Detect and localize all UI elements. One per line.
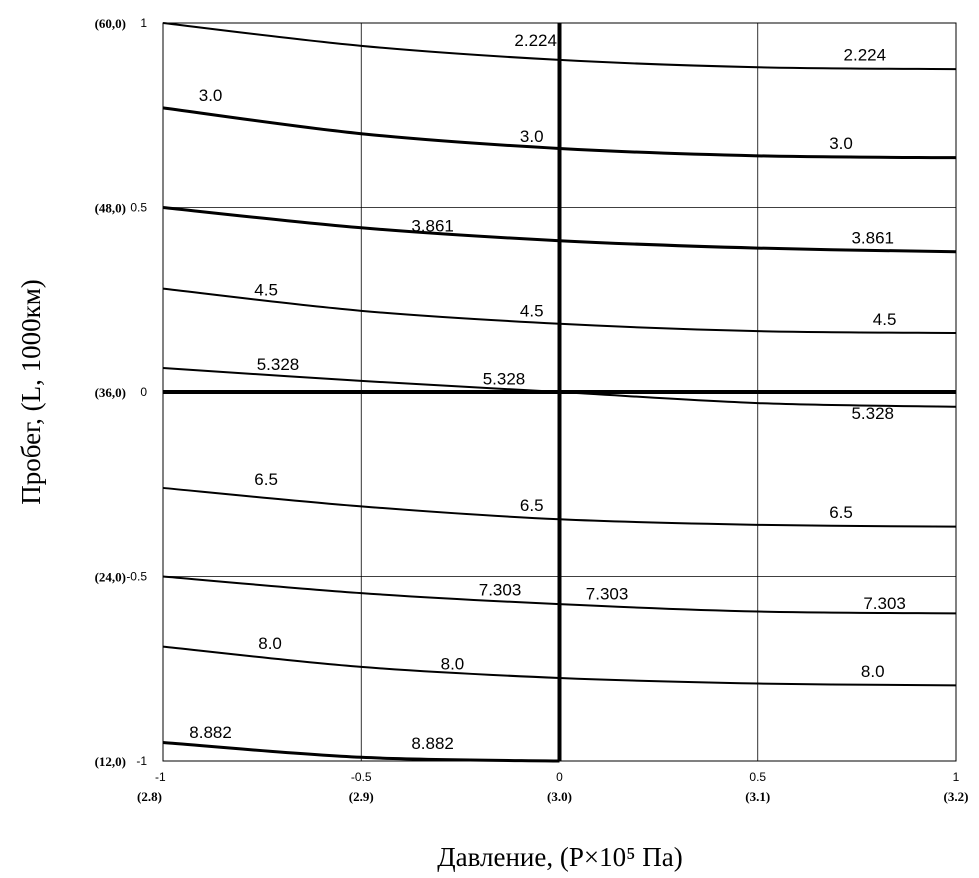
- y-tick-value-label: (48,0): [95, 201, 126, 216]
- x-axis-ticks: -1 (2.8) -0.5 (2.9) 0 (3.0) 0.5 (3.1) 1 (3.2): [137, 770, 968, 804]
- x-tick-label: 0: [556, 770, 563, 784]
- contour-label: 4.5: [520, 301, 544, 320]
- contour-line: [162, 206, 957, 254]
- contour-label: 3.0: [199, 86, 223, 105]
- contour-label: 7.303: [586, 584, 629, 603]
- contour-label: 8.882: [189, 723, 232, 742]
- x-tick-label: 0.5: [749, 770, 766, 784]
- y-axis-title: Пробег, (L, 1000км): [16, 279, 46, 505]
- y-tick-value-label: (60,0): [95, 16, 126, 31]
- contour-labels: 2.224 2.224 3.0 3.0 3.0 3.861 3.861 4.5 4.5 4.5 5.…: [189, 31, 906, 753]
- contour-label: 7.303: [863, 594, 906, 613]
- y-tick-label: 0.5: [130, 201, 147, 215]
- contour-label: 8.882: [411, 734, 454, 753]
- contour-label: 5.328: [851, 404, 894, 423]
- contour-label: 2.224: [514, 31, 557, 50]
- x-tick-value-label: (3.0): [547, 789, 572, 804]
- contour-label: 4.5: [254, 280, 278, 299]
- x-tick-label: -1: [155, 770, 166, 784]
- y-tick-label: -0.5: [126, 570, 147, 584]
- contour-lines: [162, 22, 957, 763]
- contour-label: 3.0: [829, 134, 853, 153]
- x-tick-value-label: (2.8): [137, 789, 162, 804]
- x-tick-value-label: (3.1): [745, 789, 770, 804]
- y-tick-label: 0: [140, 385, 147, 399]
- contour-line: [162, 486, 957, 528]
- contour-line: [162, 741, 560, 763]
- contour-label: 8.0: [441, 654, 465, 673]
- y-axis-ticks: 1 (60,0) 0.5 (48,0) 0 (36,0) -0.5(24,0) -1 (12,0…: [95, 16, 148, 769]
- y-tick-value-label: (12,0): [95, 754, 126, 769]
- contour-label: 6.5: [254, 470, 278, 489]
- contour-line: [162, 287, 957, 334]
- contour-label: 6.5: [829, 503, 853, 522]
- contour-line: [162, 645, 957, 687]
- x-tick-label: 1: [953, 770, 960, 784]
- contour-label: 3.861: [411, 216, 454, 235]
- contour-line: [162, 367, 957, 408]
- y-tick-value-label: (24,0): [95, 570, 126, 585]
- contour-label: 7.303: [479, 581, 522, 600]
- contour-label: 3.0: [520, 127, 544, 146]
- contour-label: 5.328: [257, 355, 300, 374]
- contour-line: [162, 22, 957, 71]
- y-tick-label: -1: [136, 754, 147, 768]
- x-tick-value-label: (3.2): [944, 789, 969, 804]
- y-tick-value-label: (36,0): [95, 385, 126, 400]
- contour-label: 2.224: [844, 46, 887, 65]
- contour-label: 6.5: [520, 496, 544, 515]
- x-tick-value-label: (2.9): [349, 789, 374, 804]
- contour-label: 8.0: [258, 634, 282, 653]
- y-tick-label: 1: [140, 16, 147, 30]
- x-axis-title: Давление, (P×10⁵ Па): [437, 842, 683, 872]
- contour-label: 8.0: [861, 662, 885, 681]
- contour-line: [162, 106, 957, 160]
- contour-label: 4.5: [873, 310, 897, 329]
- contour-label: 5.328: [483, 370, 526, 389]
- contour-line: [162, 575, 957, 615]
- contour-label: 3.861: [851, 229, 894, 248]
- x-tick-label: -0.5: [351, 770, 372, 784]
